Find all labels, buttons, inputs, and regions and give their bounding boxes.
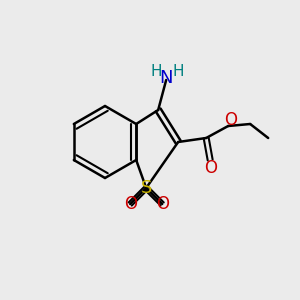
Text: S: S xyxy=(140,179,152,197)
Text: O: O xyxy=(204,159,217,177)
Text: N: N xyxy=(159,69,173,87)
Text: O: O xyxy=(224,111,237,129)
Text: O: O xyxy=(124,195,137,213)
Text: H: H xyxy=(172,64,184,80)
Text: H: H xyxy=(150,64,162,80)
Text: O: O xyxy=(156,195,169,213)
